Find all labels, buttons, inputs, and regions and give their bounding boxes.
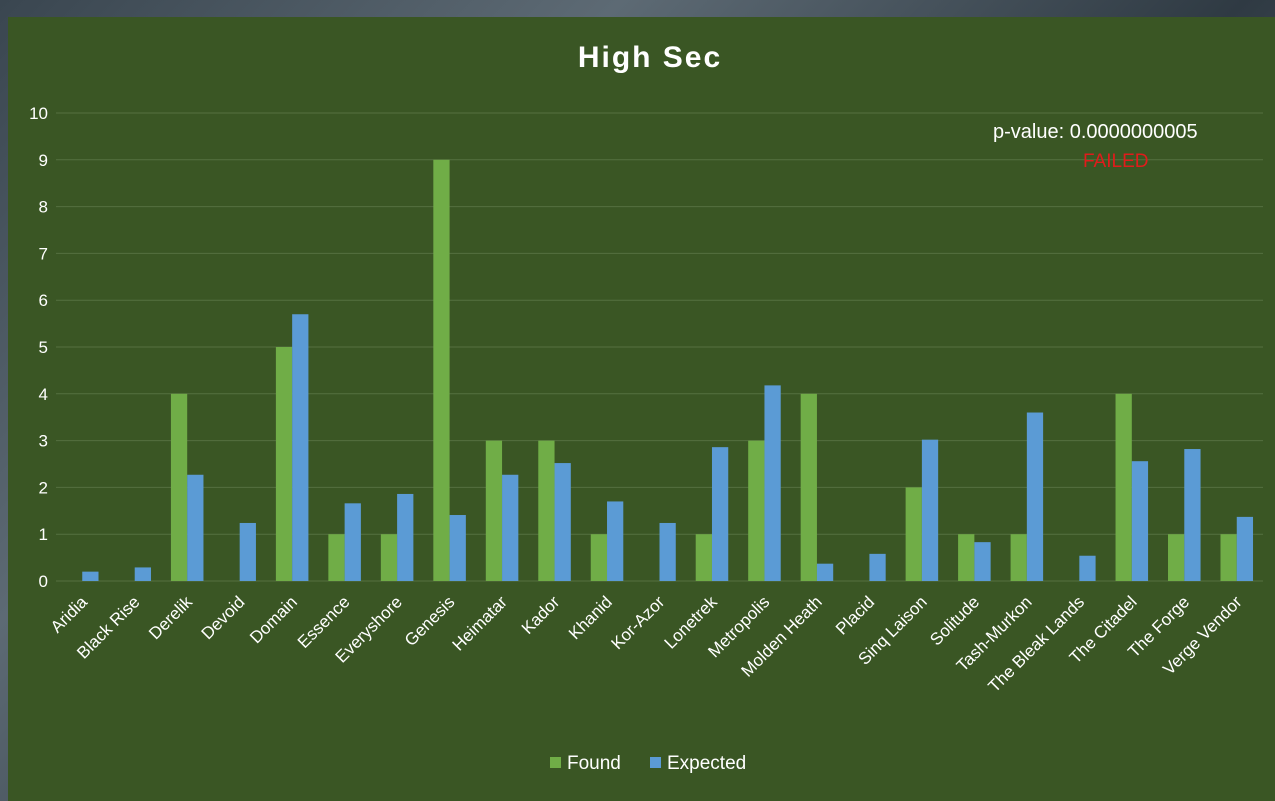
bar-expected-domain [292, 314, 309, 581]
bar-expected-sinq-laison [921, 439, 939, 581]
status-failed-label: FAILED [1083, 151, 1148, 172]
y-tick-label: 7 [39, 244, 48, 263]
bar-found-lonetrek [695, 534, 712, 581]
bar-expected-heimatar [502, 474, 519, 581]
bar-found-khanid [590, 534, 608, 581]
bar-expected-the-forge [1184, 449, 1201, 581]
bar-expected-aridia [82, 571, 99, 581]
y-tick-label: 8 [39, 198, 48, 217]
x-category-label: The Bleak Lands [984, 592, 1088, 696]
bar-expected-verge-vendor [1236, 516, 1254, 581]
bar-expected-kador [554, 463, 571, 581]
bar-expected-the-bleak-lands [1079, 555, 1096, 581]
bar-found-sinq-laison [905, 487, 922, 581]
y-tick-label: 1 [39, 525, 48, 544]
bar-expected-genesis [449, 515, 466, 581]
bar-found-kador [538, 440, 555, 581]
y-tick-label: 10 [29, 104, 48, 123]
x-category-label: Domain [246, 592, 301, 647]
legend-swatch-found [550, 757, 561, 768]
bar-found-the-forge [1168, 534, 1185, 581]
legend-label-expected: Expected [667, 753, 746, 774]
legend-label-found: Found [567, 753, 621, 774]
legend-swatch-expected [650, 757, 661, 768]
bar-expected-lonetrek [711, 447, 729, 581]
bar-expected-kor-azor [659, 522, 676, 581]
bar-expected-molden-heath [816, 563, 834, 581]
x-category-label: Aridia [47, 592, 92, 637]
bar-found-molden-heath [800, 393, 817, 581]
bar-expected-the-citadel [1131, 461, 1149, 581]
y-tick-label: 0 [39, 572, 48, 591]
x-category-label: Kor-Azor [607, 592, 668, 653]
x-category-label: Placid [832, 592, 878, 638]
y-tick-label: 5 [39, 338, 48, 357]
bar-found-genesis [433, 159, 450, 582]
bar-found-domain [275, 347, 293, 581]
y-tick-label: 9 [39, 151, 48, 170]
bar-found-metropolis [748, 440, 765, 581]
bar-found-everyshore [380, 534, 398, 581]
y-tick-label: 6 [39, 291, 48, 310]
x-category-label: Heimatar [449, 592, 511, 654]
p-value-annotation: p-value: 0.0000000005 [993, 121, 1198, 143]
gridlines [56, 112, 1263, 582]
y-tick-label: 2 [39, 478, 48, 497]
bar-found-derelik [170, 393, 188, 581]
bar-expected-tash-murkon [1026, 412, 1044, 581]
bar-expected-derelik [187, 474, 204, 581]
bar-expected-devoid [239, 522, 256, 581]
y-tick-label: 3 [39, 432, 48, 451]
bar-expected-everyshore [397, 493, 414, 581]
chart-title: High Sec [578, 41, 722, 74]
x-category-label: Derelik [145, 592, 196, 643]
bar-found-tash-murkon [1010, 534, 1027, 581]
y-axis-ticks: 0 1 2 3 4 5 6 7 8 9 10 [29, 104, 48, 591]
chart-panel: High Sec 0 1 2 3 4 5 6 7 8 9 10 Aridia Black Rise De… [8, 17, 1275, 801]
bars [82, 159, 1254, 582]
bar-expected-khanid [607, 501, 624, 581]
bar-expected-placid [869, 553, 886, 581]
x-category-label: Kador [518, 592, 564, 638]
x-category-label: Devoid [198, 592, 249, 643]
x-category-label: Khanid [565, 592, 616, 643]
bar-expected-essence [344, 503, 361, 581]
bar-found-heimatar [485, 440, 503, 581]
bar-expected-black-rise [134, 567, 151, 581]
bar-found-the-citadel [1115, 393, 1132, 581]
bar-found-essence [328, 534, 345, 581]
bar-expected-solitude [974, 542, 991, 581]
bar-found-verge-vendor [1220, 534, 1237, 581]
bar-found-solitude [958, 534, 975, 581]
bar-expected-metropolis [764, 385, 781, 581]
y-tick-label: 4 [39, 385, 48, 404]
legend: Found Expected [550, 753, 746, 774]
